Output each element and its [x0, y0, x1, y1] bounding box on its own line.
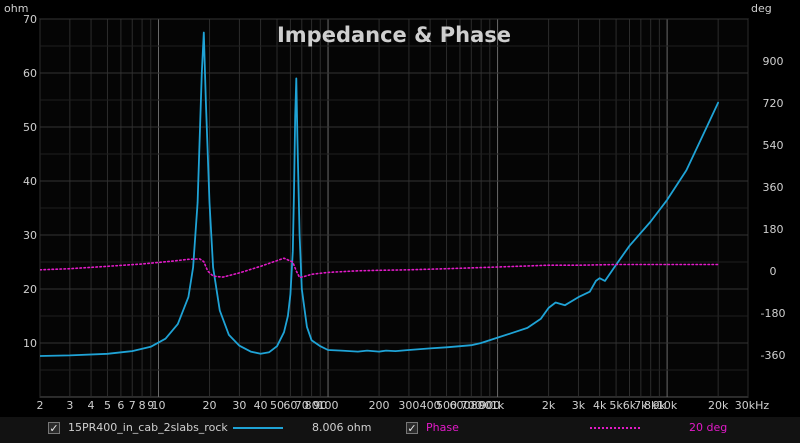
legend-series-1-name: 15PR400_in_cab_2slabs_rock — [68, 421, 228, 434]
x-tick-label: 1k — [491, 399, 505, 412]
legend-series-2-value: 20 deg — [689, 421, 728, 434]
x-tick-label: 4 — [88, 399, 95, 412]
y-right-axis-ticks: -360 -180 0 180 360 540 720 900 — [761, 55, 786, 362]
x-tick-label: 2k — [542, 399, 556, 412]
x-tick-label: 100 — [318, 399, 339, 412]
x-tick-label: 3k — [572, 399, 586, 412]
x-tick-label: 400 — [420, 399, 441, 412]
series-1-line — [40, 31, 719, 357]
x-tick-label: 70 — [295, 399, 309, 412]
grid — [39, 18, 749, 397]
x-tick-label: 5k — [609, 399, 623, 412]
x-tick-label: 80 — [305, 399, 319, 412]
legend: ✓ 15PR400_in_cab_2slabs_rock 8.006 ohm ✓… — [0, 417, 800, 443]
x-tick-label: 10 — [152, 399, 166, 412]
x-tick-label: 600 — [449, 399, 470, 412]
x-tick-label: 6k — [623, 399, 637, 412]
y-right-tick-label: 720 — [763, 97, 784, 110]
legend-series-1-value: 8.006 ohm — [312, 421, 372, 434]
x-tick-label: 8 — [139, 399, 146, 412]
y-left-axis-ticks: 10 20 30 40 50 60 70 — [23, 13, 37, 350]
legend-series-2-name: Phase — [426, 421, 459, 434]
y-left-tick-label: 70 — [23, 13, 37, 26]
x-tick-label: 30 — [232, 399, 246, 412]
x-tick-label: 7k — [634, 399, 648, 412]
y-right-unit: deg — [751, 2, 772, 15]
x-tick-label: 500 — [436, 399, 457, 412]
y-right-tick-label: 180 — [763, 223, 784, 236]
y-right-tick-label: 0 — [770, 265, 777, 278]
x-tick-label: 6 — [117, 399, 124, 412]
x-tick-label: 700 — [461, 399, 482, 412]
y-right-tick-label: -360 — [761, 349, 786, 362]
legend-series-1-line — [233, 427, 283, 429]
y-right-tick-label: 540 — [763, 139, 784, 152]
chart-title: Impedance & Phase — [277, 23, 511, 47]
x-tick-label: 50 — [270, 399, 284, 412]
series-layer — [40, 31, 719, 357]
x-tick-label: 8k — [644, 399, 658, 412]
x-tick-label: 20k — [708, 399, 729, 412]
x-tick-label: 2 — [37, 399, 44, 412]
legend-series-2-line — [590, 427, 640, 429]
x-tick-label: 60 — [283, 399, 297, 412]
y-left-tick-label: 40 — [23, 175, 37, 188]
x-tick-label: 30kHz — [735, 399, 770, 412]
y-left-tick-label: 50 — [23, 121, 37, 134]
x-tick-label: 90 — [313, 399, 327, 412]
x-tick-label: 40 — [254, 399, 268, 412]
series-1-checkbox[interactable]: ✓ — [48, 422, 60, 435]
x-tick-label: 4k — [593, 399, 607, 412]
x-tick-label: 7 — [129, 399, 136, 412]
x-tick-label: 10k — [657, 399, 678, 412]
y-left-tick-label: 20 — [23, 283, 37, 296]
series-2-checkbox[interactable]: ✓ — [406, 422, 418, 435]
y-left-tick-label: 30 — [23, 229, 37, 242]
x-tick-label: 3 — [66, 399, 73, 412]
y-right-tick-label: 360 — [763, 181, 784, 194]
y-left-tick-label: 60 — [23, 67, 37, 80]
x-tick-label: 200 — [369, 399, 390, 412]
x-tick-label: 5 — [104, 399, 111, 412]
series-2-line — [40, 257, 719, 279]
x-tick-label: 9k — [653, 399, 667, 412]
x-tick-label: 900 — [479, 399, 500, 412]
y-left-tick-label: 10 — [23, 337, 37, 350]
y-left-unit: ohm — [4, 2, 28, 15]
x-tick-label: 800 — [471, 399, 492, 412]
x-tick-label: 20 — [203, 399, 217, 412]
x-tick-label: 300 — [398, 399, 419, 412]
x-tick-label: 9 — [147, 399, 154, 412]
y-right-tick-label: 900 — [763, 55, 784, 68]
y-right-tick-label: -180 — [761, 307, 786, 320]
